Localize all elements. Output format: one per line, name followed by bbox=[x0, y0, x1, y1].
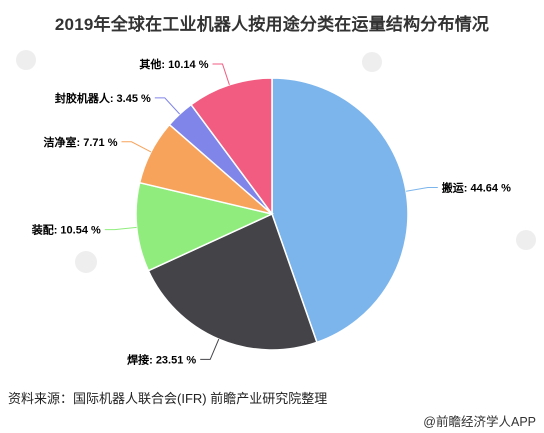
pie-slice-5 bbox=[190, 77, 273, 217]
watermark-logo-icon bbox=[16, 50, 536, 273]
leader-line-3 bbox=[121, 141, 152, 153]
leader-line-2 bbox=[104, 226, 137, 231]
leader-line-4 bbox=[154, 97, 181, 115]
pie-leader-lines bbox=[104, 63, 438, 360]
pie-slice-0 bbox=[271, 77, 409, 344]
data-label-1: 焊接: 23.51 % bbox=[127, 352, 196, 366]
leader-line-0 bbox=[406, 187, 438, 192]
data-label-5: 其他: 10.14 % bbox=[139, 57, 208, 71]
source-note: 资料来源：国际机器人联合会(IFR) 前瞻产业研究院整理 bbox=[8, 391, 328, 406]
credit-note: @前瞻经济学人APP bbox=[423, 415, 536, 429]
pie-slices bbox=[135, 77, 409, 351]
pie-data-labels: 搬运: 44.64 % 焊接: 23.51 % 装配: 10.54 % 洁净室: 7.… bbox=[31, 57, 511, 366]
data-label-3: 洁净室: 7.71 % bbox=[44, 135, 118, 149]
data-label-2: 装配: 10.54 % bbox=[31, 223, 101, 237]
data-label-0: 搬运: 44.64 % bbox=[442, 181, 511, 195]
chart-title: 2019年全球在工业机器人按用途分类在运量结构分布情况 bbox=[54, 15, 490, 34]
leader-line-1 bbox=[200, 338, 220, 360]
leader-line-5 bbox=[212, 63, 230, 85]
pie-slice-1 bbox=[147, 212, 318, 351]
data-label-4: 封胶机器人: 3.45 % bbox=[55, 91, 151, 105]
